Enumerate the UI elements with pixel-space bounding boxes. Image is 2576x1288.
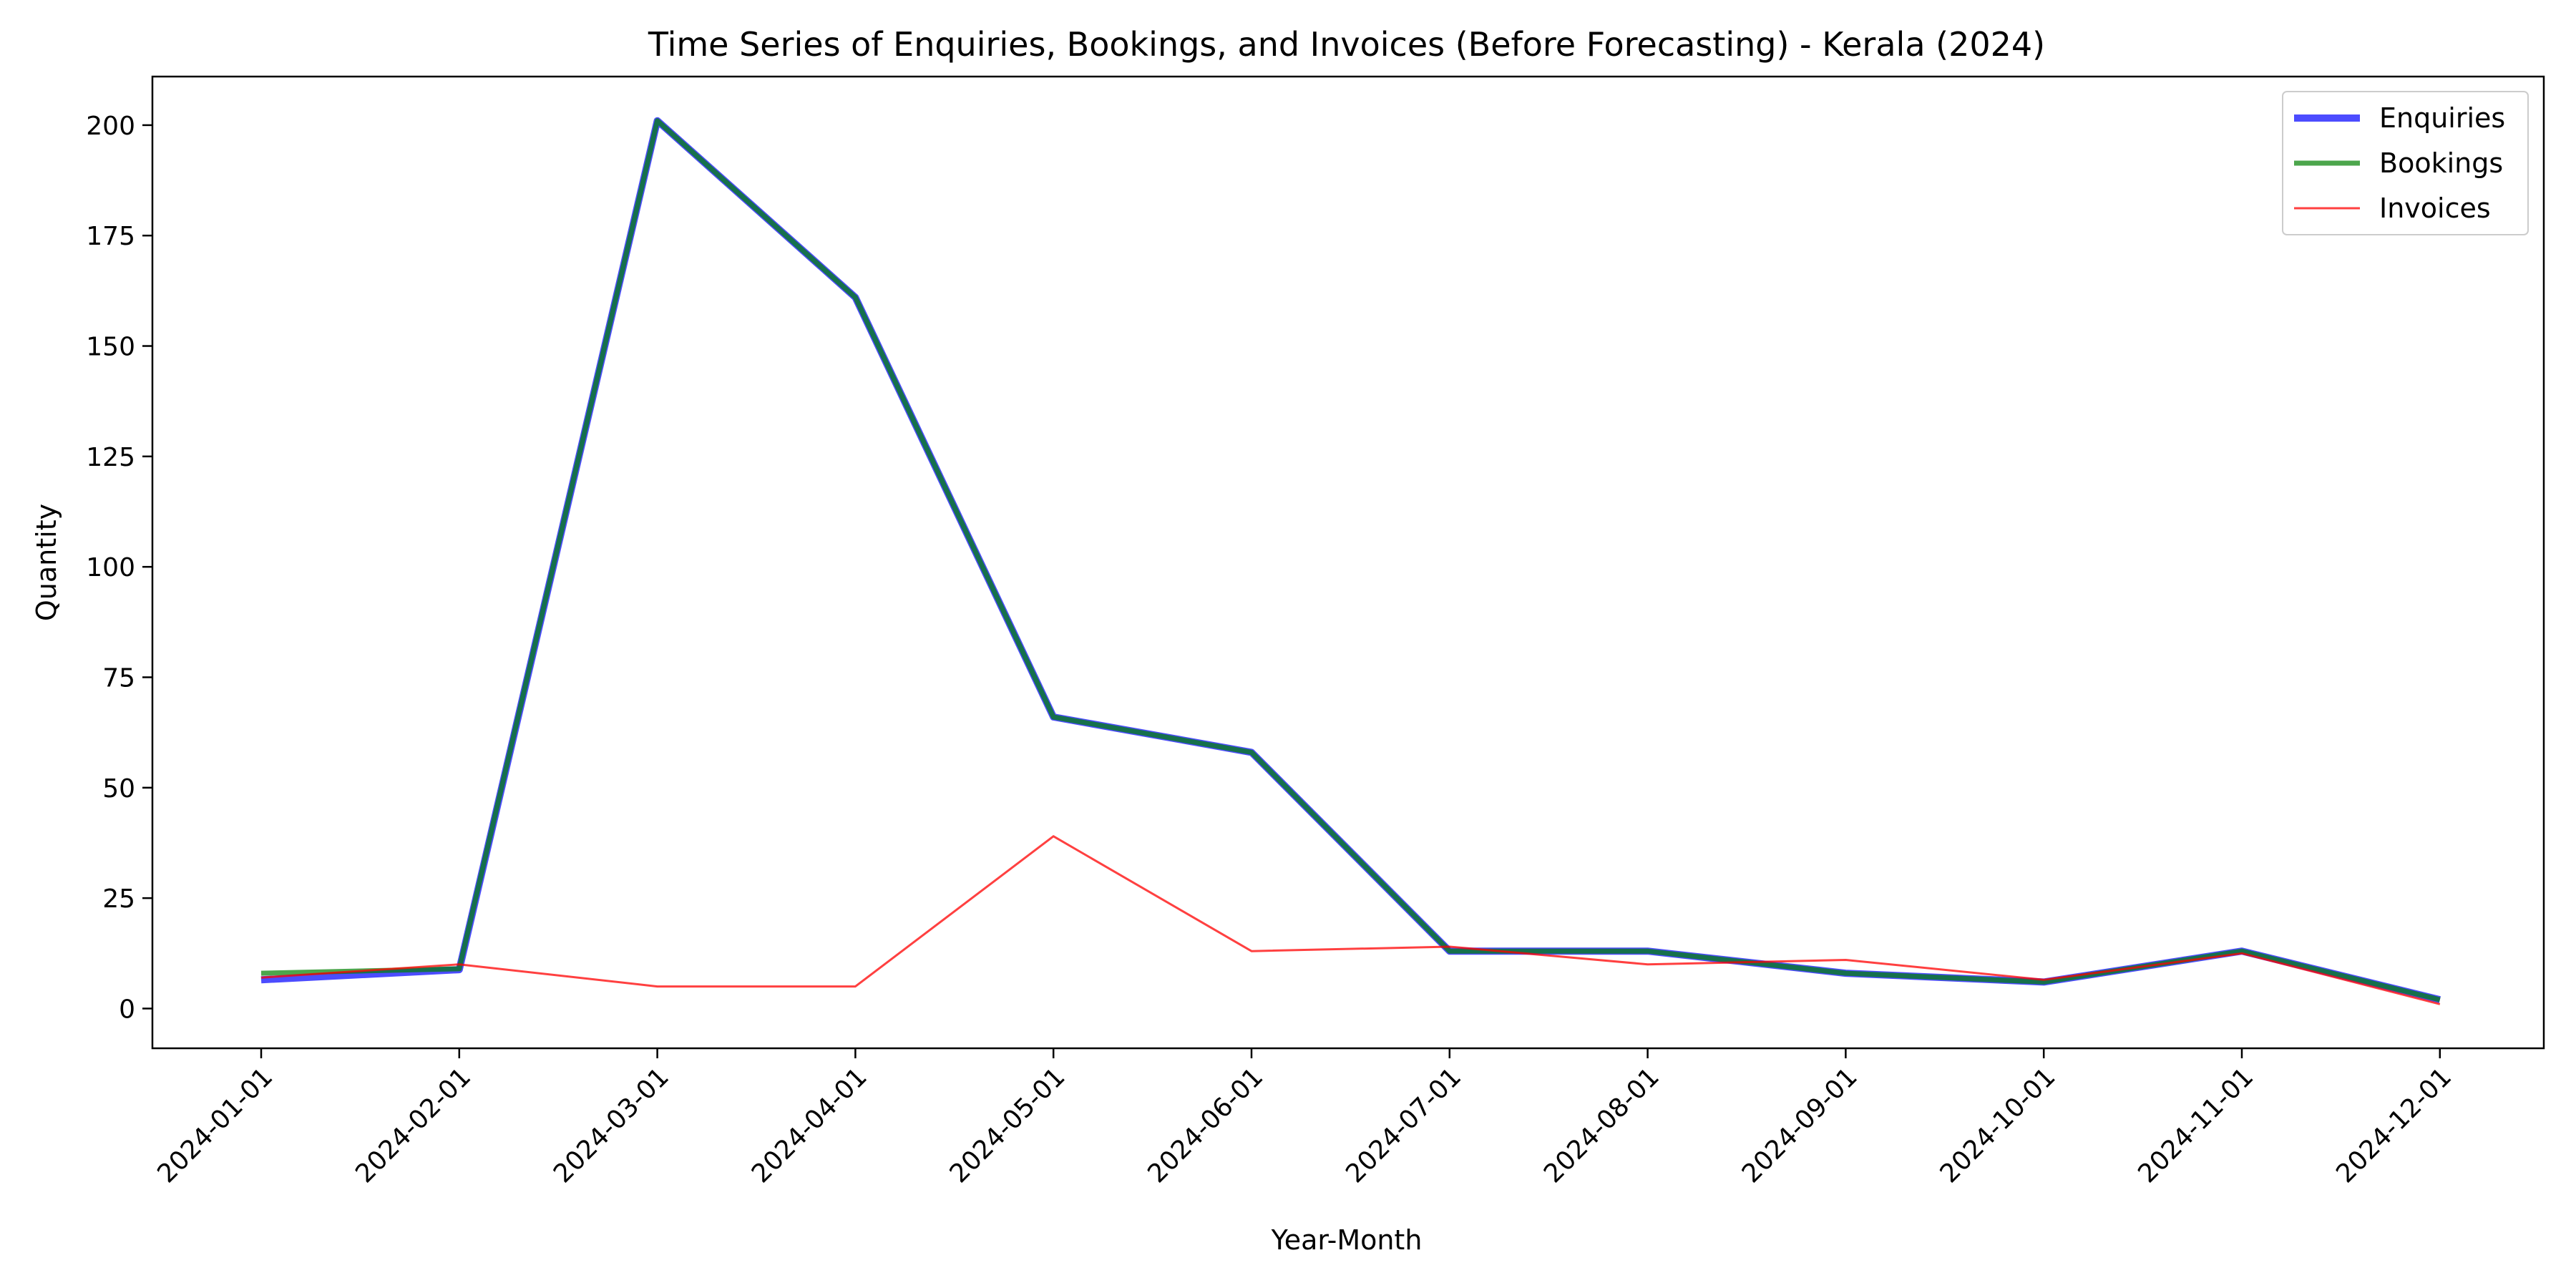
- y-tick-label: 50: [102, 774, 135, 804]
- y-tick-label: 175: [86, 222, 135, 251]
- y-tick-label: 100: [86, 553, 135, 582]
- plot-frame: [151, 75, 2545, 1050]
- legend: Enquiries Bookings Invoices: [2282, 91, 2529, 235]
- y-axis-title: Quantity: [31, 504, 62, 621]
- legend-label-enquiries: Enquiries: [2379, 102, 2505, 134]
- y-tick-label: 125: [86, 443, 135, 472]
- y-tick-label: 200: [86, 112, 135, 141]
- y-tick-label: 150: [86, 333, 135, 362]
- y-tick-label: 75: [102, 663, 135, 693]
- plot-series: [260, 117, 2441, 1005]
- chart-title: Time Series of Enquiries, Bookings, and …: [648, 25, 2045, 64]
- series-line-invoices: [260, 835, 2441, 1005]
- legend-label-invoices: Invoices: [2379, 192, 2491, 224]
- y-axis: 0 25 50 75 100 125 150 175 200: [86, 112, 152, 1024]
- x-axis-title: Year-Month: [1271, 1224, 1423, 1256]
- legend-items: Enquiries Bookings Invoices: [2294, 102, 2505, 224]
- legend-label-bookings: Bookings: [2379, 147, 2503, 179]
- y-tick-label: 25: [102, 884, 135, 914]
- series-line-bookings: [260, 118, 2441, 1002]
- y-tick-label: 0: [119, 995, 135, 1024]
- legend-frame: [2282, 91, 2529, 235]
